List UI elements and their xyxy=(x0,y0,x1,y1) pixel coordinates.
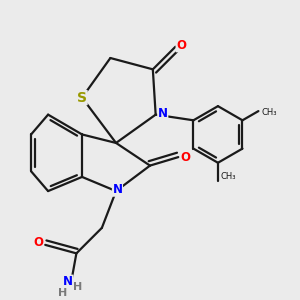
Text: CH₃: CH₃ xyxy=(261,108,277,117)
Text: N: N xyxy=(112,183,122,196)
Text: O: O xyxy=(180,151,190,164)
Text: O: O xyxy=(176,39,186,52)
Text: H: H xyxy=(73,282,83,292)
Text: CH₃: CH₃ xyxy=(221,172,236,182)
Text: H: H xyxy=(58,288,67,298)
Text: N: N xyxy=(158,107,168,120)
Text: S: S xyxy=(77,91,87,105)
Text: N: N xyxy=(63,275,73,288)
Text: O: O xyxy=(33,236,43,248)
